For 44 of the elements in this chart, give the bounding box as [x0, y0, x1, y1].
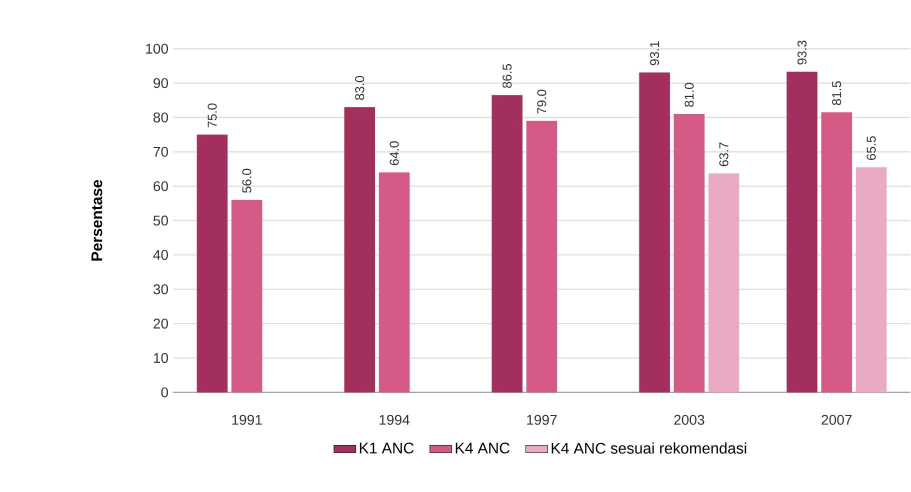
bar: [196, 134, 228, 392]
data-label: 93.1: [650, 41, 660, 65]
bar: [378, 172, 410, 392]
data-label: 56.0: [242, 168, 252, 193]
bar: [639, 72, 670, 392]
bar: [344, 106, 376, 392]
data-label: 65.5: [866, 136, 876, 160]
data-label: 79.0: [537, 90, 546, 114]
x-tick-label: 2003: [674, 414, 704, 425]
data-label: 63.7: [719, 142, 728, 166]
y-tick-label: 0: [161, 387, 168, 398]
y-tick-label: 40: [153, 250, 168, 260]
data-label: 93.3: [797, 40, 807, 64]
data-label: 83.0: [355, 76, 364, 100]
bar: [674, 114, 705, 392]
y-tick-label: 30: [153, 284, 168, 294]
bar: [821, 112, 852, 392]
data-label: 86.5: [502, 64, 512, 88]
legend-label: K4 ANC sesuai rekomendasi: [552, 442, 746, 454]
y-tick-label: 50: [153, 215, 168, 226]
x-tick-label: 2007: [822, 414, 852, 425]
y-tick-label: 100: [146, 44, 168, 54]
x-tick-label: 1991: [232, 414, 262, 425]
bar: [708, 173, 740, 392]
data-label: 81.0: [684, 82, 694, 107]
bar: [786, 72, 818, 392]
y-tick-label: 60: [154, 181, 168, 191]
bar: [231, 200, 262, 392]
y-tick-label: 10: [154, 352, 168, 363]
bar: [856, 167, 887, 392]
x-tick-label: 1997: [527, 414, 557, 425]
bar: [526, 120, 558, 392]
y-tick-label: 70: [154, 146, 168, 157]
y-tick-label: 90: [154, 78, 168, 88]
legend-label: K4 ANC: [456, 442, 510, 454]
bar: [492, 94, 522, 392]
x-tick-label: 1994: [380, 414, 410, 425]
y-axis-title: Persentase: [92, 180, 102, 260]
data-label: 75.0: [208, 103, 217, 128]
data-label: 81.5: [832, 81, 842, 105]
y-tick-label: 20: [154, 318, 168, 328]
data-label: 64.0: [390, 141, 399, 165]
legend-label: K1 ANC: [360, 442, 414, 454]
y-tick-label: 80: [153, 112, 168, 122]
